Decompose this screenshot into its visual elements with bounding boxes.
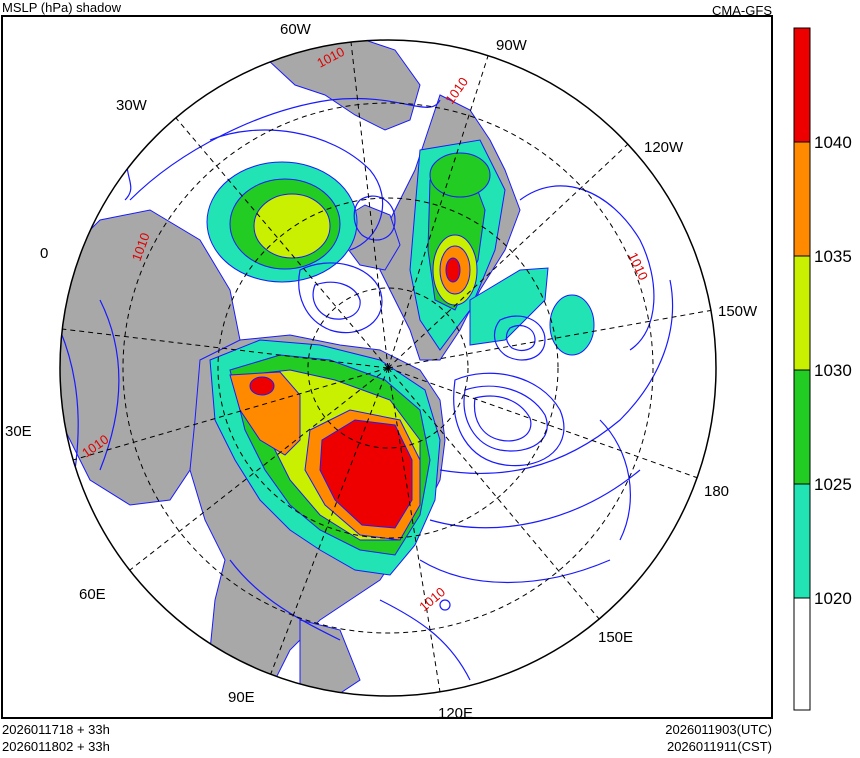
colorbar-bin-1040 [793,27,811,143]
shade-siberia-1040 [319,419,413,529]
lon-label-150w: 150W [718,303,758,320]
isobar-18 [229,559,341,641]
isobar-15 [599,419,631,541]
meridian-4 [387,143,629,369]
meridian-2 [387,55,489,369]
colorbar-label-1020: 1020 [814,589,852,608]
map-disc-outline [59,39,717,697]
colorbar-bin-1035 [793,141,811,257]
isobar-3 [298,262,383,334]
isobar-9 [463,385,548,452]
meridian-11 [269,367,389,677]
lon-label-180: 180 [704,483,729,500]
shade-namerica-1040 [445,257,461,283]
isobar-1 [129,98,441,201]
pressure-shading [206,139,595,576]
longitude-labels: 60W 90W 30W 120W 0 150W 30E 180 60E 150E… [5,21,758,722]
isobar-5 [353,195,396,241]
shade-atlantic-1030 [253,193,331,259]
colorbar-label-1040: 1040 [814,133,852,152]
init-time-cst: 2026011802 + 33h [2,739,110,754]
shade-ural-1040 [249,376,275,396]
map-disc [60,40,716,696]
shade-siberia-1035a [229,371,301,456]
graticule [61,41,714,693]
meridian-8 [387,367,699,479]
shade-namerica-top [429,152,491,198]
land-se-asia [299,619,361,696]
init-time-utc: 2026011718 + 33h [2,722,110,737]
lon-label-30w: 30W [116,97,148,114]
colorbar-label-1035: 1035 [814,247,852,266]
isobar-11 [439,279,674,475]
colorbar-bin-1020 [793,483,811,599]
lon-label-120e: 120E [438,705,473,722]
meridian-5 [61,328,389,369]
isobar-12 [429,469,641,529]
colorbar-bin-1025 [793,369,811,485]
isobar-7 [505,325,536,351]
isobar-14 [519,185,655,351]
meridian-6 [387,309,714,369]
lon-label-90w: 90W [496,37,528,54]
colorbar [793,27,811,711]
lon-label-30e: 30E [5,423,32,440]
valid-time-cst: 2026011911(CST) [666,739,772,754]
lon-label-0: 0 [40,245,48,262]
meridian-10 [387,367,601,621]
isobar-10 [473,395,532,442]
lon-label-150e: 150E [598,629,633,646]
isobar-19 [379,599,471,681]
colorbar-bin-1030 [793,255,811,371]
isobar-4 [312,281,361,320]
colorbar-bin-below-1020 [793,597,811,711]
isobar-13 [419,559,611,583]
meridian-9 [129,367,389,571]
colorbar-label-1030: 1030 [814,361,852,380]
chart-title: MSLP (hPa) shadow [2,0,121,15]
meridian-1 [350,41,389,369]
model-name: CMA-GFS [712,3,772,18]
isobar-8 [453,372,565,467]
isobar-2 [209,129,384,251]
lon-label-60w: 60W [280,21,312,38]
shade-pacific-1020 [549,294,595,356]
colorbar-labels: 1040 1035 1030 1025 1020 [814,133,852,608]
meridian-7 [72,367,389,461]
lat-circle-1 [307,287,469,449]
valid-time-utc: 2026011903(UTC) [665,722,772,737]
lat-circle-3 [122,102,654,634]
lat-circle-2 [217,197,559,539]
lon-label-60e: 60E [79,586,106,603]
isobar-low-e [439,599,451,611]
colorbar-label-1025: 1025 [814,475,852,494]
meridian-3 [175,117,389,369]
meridian-12 [387,367,441,693]
lon-label-120w: 120W [644,139,684,156]
isobar-6 [494,315,546,361]
shade-pacific-band [469,267,549,346]
land-greenland [267,40,421,131]
isobar-16 [99,299,120,471]
lon-label-90e: 90E [228,689,255,706]
isobars [60,98,674,681]
